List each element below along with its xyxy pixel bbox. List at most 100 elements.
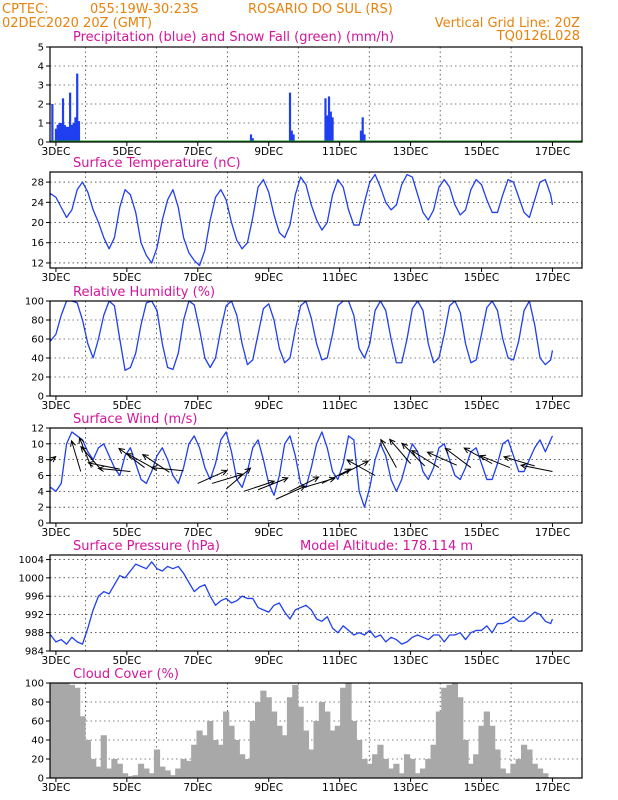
wind-arrow <box>321 468 351 484</box>
wind-arrow-head <box>426 451 434 458</box>
bar <box>121 773 129 778</box>
bar <box>159 766 166 778</box>
bar <box>292 134 295 142</box>
bar <box>462 740 469 778</box>
bar <box>249 134 253 142</box>
y-tick-label: 12 <box>31 258 44 269</box>
y-tick-label: 10 <box>31 439 44 450</box>
bar <box>382 759 389 778</box>
x-tick-label: 11DEC <box>322 782 357 794</box>
x-tick-label: 9DEC <box>254 527 283 539</box>
x-tick-label: 9DEC <box>254 146 283 158</box>
bar <box>361 117 364 142</box>
x-tick-label: 3DEC <box>42 655 71 667</box>
bar <box>58 123 61 142</box>
wind-arrow <box>80 446 103 472</box>
wind-arrow-head <box>410 450 418 456</box>
panel-3: Surface Wind (m/s) 0 2 4 6 8 10 12 3DEC 5DEC 7DEC 9… <box>31 412 583 539</box>
y-tick-label: 1 <box>38 119 44 130</box>
bar <box>308 749 315 778</box>
bar <box>297 706 304 778</box>
bar <box>350 721 357 778</box>
x-tick-label: 7DEC <box>183 782 212 794</box>
bar <box>441 687 448 778</box>
x-tick-label: 7DEC <box>183 400 212 412</box>
x-tick-label: 17DEC <box>535 400 570 412</box>
bar <box>515 759 522 778</box>
bar <box>251 138 254 142</box>
bar <box>288 92 292 142</box>
y-tick-label: 0 <box>38 392 44 403</box>
x-tick-label: 11DEC <box>322 146 357 158</box>
x-tick-label: 15DEC <box>464 400 499 412</box>
x-tick-label: 5DEC <box>112 655 141 667</box>
bar <box>69 92 72 142</box>
bar <box>510 763 517 778</box>
bar <box>76 73 79 142</box>
bar <box>90 759 97 778</box>
panels: Precipitation (blue) and Snow Fall (gree… <box>19 30 583 794</box>
y-tick-label: 100 <box>25 297 44 308</box>
bar <box>451 683 459 778</box>
y-tick-label: 992 <box>25 610 44 621</box>
bar <box>398 773 405 778</box>
bar <box>531 763 538 778</box>
bar <box>54 128 58 142</box>
bar <box>313 721 320 778</box>
x-tick-label: 9DEC <box>254 655 283 667</box>
x-tick-label: 15DEC <box>464 146 499 158</box>
y-tick-label: 16 <box>31 238 44 249</box>
wind-arrow <box>380 439 397 468</box>
bar <box>334 725 341 778</box>
bar <box>100 735 107 778</box>
bar <box>185 760 193 778</box>
y-tick-label: 24 <box>31 198 44 209</box>
wind-arrow <box>401 443 426 467</box>
bar <box>494 749 501 778</box>
bar <box>340 687 347 778</box>
wind-arrow-head <box>380 438 387 446</box>
gridlines <box>50 172 582 268</box>
wind-arrow <box>225 467 251 490</box>
wind-arrow-head <box>50 455 57 463</box>
series-group <box>51 73 366 142</box>
wind-arrow-head <box>97 465 105 472</box>
bar <box>403 754 411 778</box>
bar <box>72 123 75 142</box>
wind-arrow-head <box>502 455 511 462</box>
bar <box>196 730 203 778</box>
panel-1: Surface Temperature (nC) 12 16 20 24 28 3DEC 5D… <box>31 156 583 284</box>
bar <box>318 702 326 778</box>
bar <box>63 683 70 778</box>
y-tick-label: 8 <box>38 455 44 466</box>
x-tick-label: 17DEC <box>535 272 570 284</box>
x-tick-label: 7DEC <box>183 146 212 158</box>
bar <box>70 124 73 142</box>
x-tick-label: 13DEC <box>393 146 428 158</box>
x-tick-label: 11DEC <box>322 272 357 284</box>
x-tick-label: 5DEC <box>112 146 141 158</box>
y-tick-label: 4 <box>38 487 44 498</box>
wind-arrow-head <box>150 465 158 472</box>
wind-arrow <box>118 447 145 468</box>
bar <box>536 768 544 778</box>
y-tick-label: 4 <box>38 62 44 73</box>
gridlines <box>50 47 582 142</box>
bar <box>127 776 134 778</box>
x-tick-label: 17DEC <box>535 782 570 794</box>
bar <box>329 111 332 142</box>
bar <box>223 711 230 778</box>
bar <box>473 754 480 778</box>
y-tick-label: 0 <box>38 138 44 149</box>
gridlines <box>50 428 582 523</box>
bar <box>79 716 86 778</box>
bar <box>148 773 155 778</box>
bar <box>169 775 177 778</box>
bar <box>95 766 102 778</box>
panel-frame <box>49 300 583 397</box>
bar <box>292 684 299 778</box>
panel-title: Surface Pressure (hPa) <box>73 539 220 554</box>
x-tick-label: 9DEC <box>254 400 283 412</box>
bar <box>326 115 329 142</box>
x-tick-label: 15DEC <box>464 655 499 667</box>
